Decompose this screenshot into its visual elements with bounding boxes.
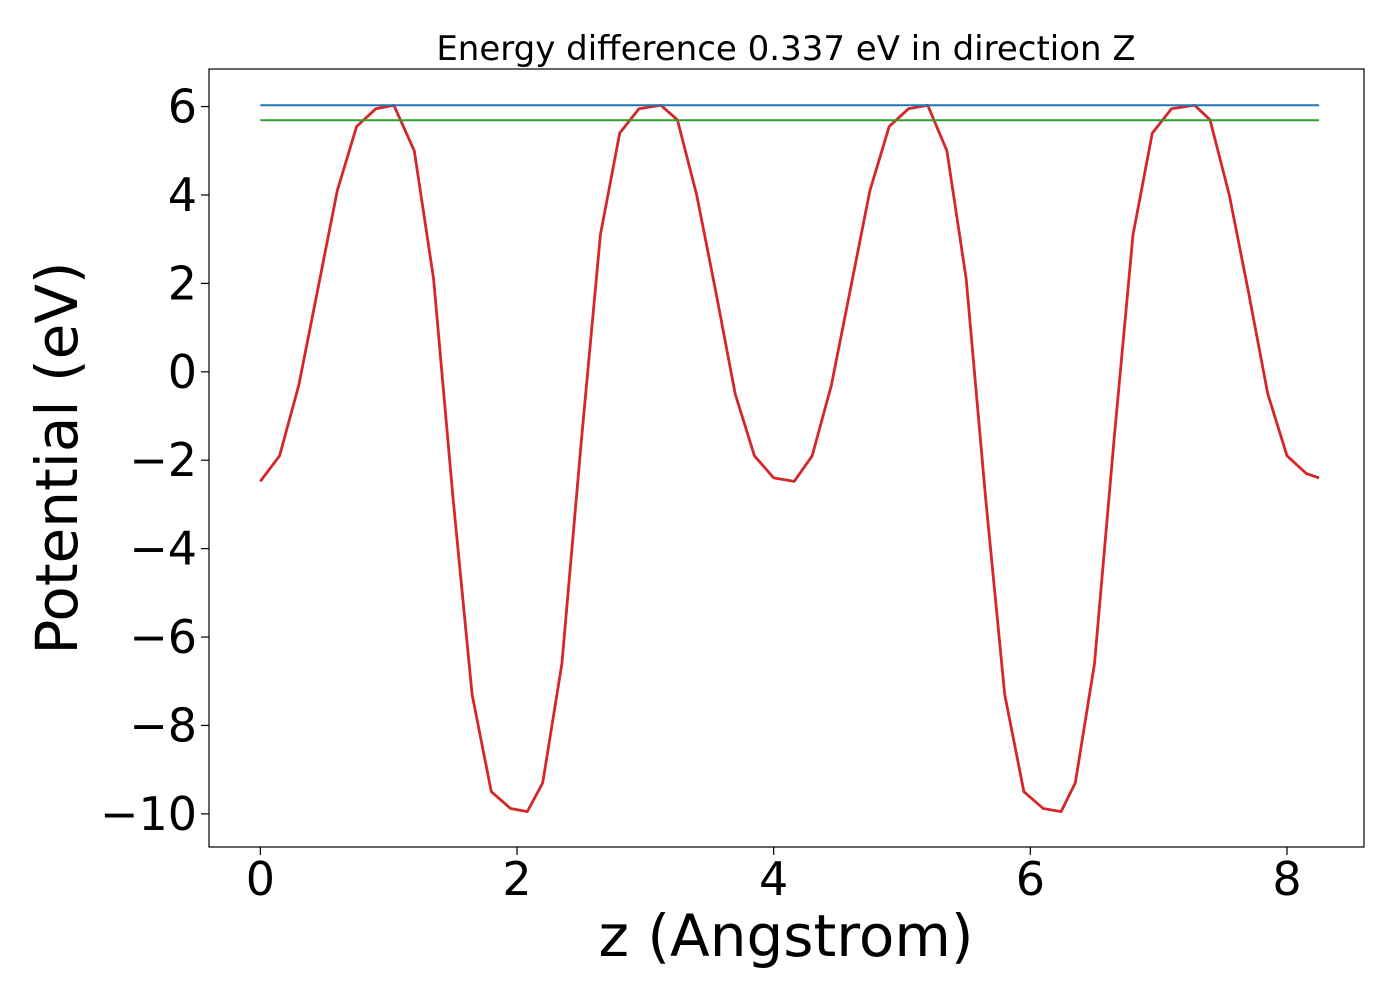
x-tick-label: 6 bbox=[1016, 852, 1045, 906]
y-tick-label: −8 bbox=[129, 698, 197, 752]
y-axis-label: Potential (eV) bbox=[23, 261, 91, 654]
x-tick-label: 0 bbox=[246, 852, 275, 906]
plot-area-frame bbox=[208, 68, 1365, 848]
x-axis-ticks: 0 2 4 6 8 bbox=[246, 847, 1302, 906]
potential-curve bbox=[259, 103, 1320, 813]
y-tick-label: 6 bbox=[168, 80, 197, 134]
y-tick-label: 4 bbox=[168, 168, 197, 222]
chart-title: Energy difference 0.337 eV in direction … bbox=[436, 29, 1135, 69]
y-tick-label: 2 bbox=[168, 256, 197, 310]
y-tick-label: −2 bbox=[129, 433, 197, 487]
series-layer bbox=[259, 103, 1320, 813]
y-axis-ticks: 6 4 2 0 −2 −4 −6 −8 −10 bbox=[100, 80, 209, 841]
x-axis-label: z (Angstrom) bbox=[599, 902, 974, 970]
y-tick-label: 0 bbox=[168, 345, 197, 399]
x-tick-label: 8 bbox=[1272, 852, 1301, 906]
y-tick-label: −4 bbox=[129, 522, 197, 576]
x-tick-label: 4 bbox=[759, 852, 788, 906]
x-tick-label: 2 bbox=[502, 852, 531, 906]
y-tick-label: −6 bbox=[129, 610, 197, 664]
y-tick-label: −10 bbox=[100, 787, 197, 841]
